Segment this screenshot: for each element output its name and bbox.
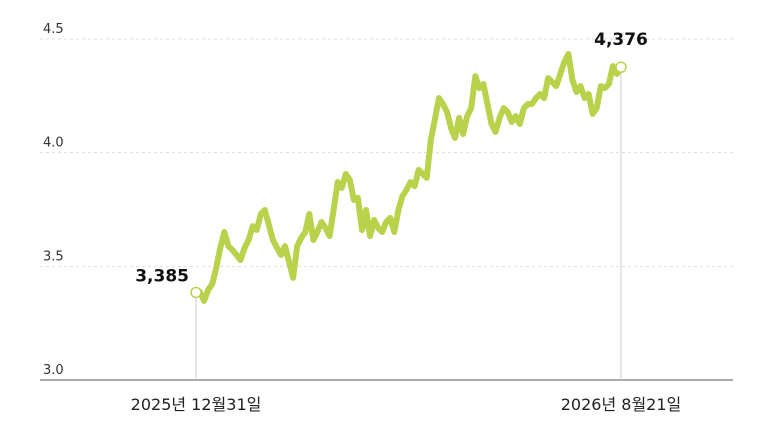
end-marker	[190, 286, 202, 299]
y-tick-label: 3.5	[43, 249, 64, 264]
series-line	[193, 51, 624, 304]
y-tick-label: 4.5	[43, 22, 64, 37]
end-marker	[615, 61, 627, 73]
y-tick-label: 3.0	[43, 363, 64, 378]
x-tick-label: 2026년 8월21일	[561, 395, 682, 414]
value-label: 3,385	[135, 266, 189, 286]
value-label: 4,376	[594, 30, 648, 50]
y-tick-label: 4.0	[43, 136, 64, 151]
x-tick-label: 2025년 12월31일	[131, 395, 262, 414]
